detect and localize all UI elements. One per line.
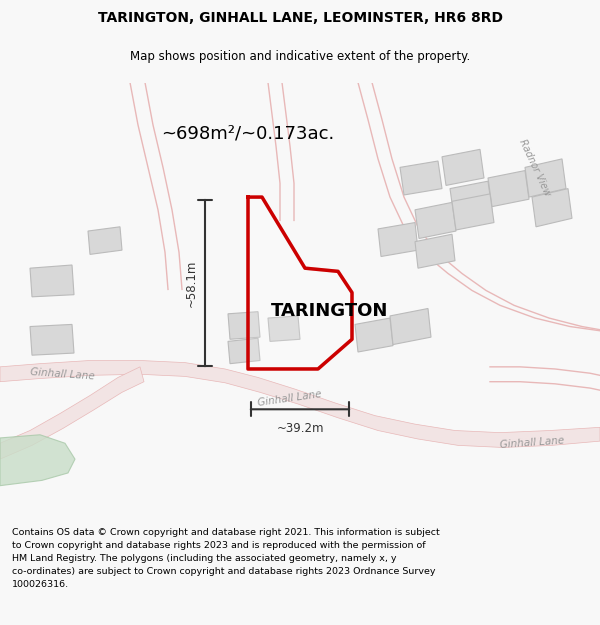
Polygon shape — [248, 197, 352, 369]
Polygon shape — [488, 171, 529, 207]
Text: TARINGTON: TARINGTON — [271, 302, 389, 319]
Polygon shape — [0, 361, 600, 448]
Polygon shape — [450, 181, 492, 218]
Polygon shape — [228, 338, 260, 364]
Text: Contains OS data © Crown copyright and database right 2021. This information is : Contains OS data © Crown copyright and d… — [12, 528, 440, 589]
Polygon shape — [268, 316, 300, 341]
Polygon shape — [0, 435, 75, 486]
Text: Ginhall Lane: Ginhall Lane — [29, 367, 95, 381]
Polygon shape — [415, 202, 456, 239]
Text: Ginhall Lane: Ginhall Lane — [499, 436, 565, 451]
Polygon shape — [228, 312, 260, 339]
Polygon shape — [30, 324, 74, 355]
Polygon shape — [442, 149, 484, 186]
Polygon shape — [30, 265, 74, 297]
Polygon shape — [415, 234, 455, 268]
Text: ~39.2m: ~39.2m — [276, 422, 324, 435]
Polygon shape — [525, 159, 566, 197]
Polygon shape — [88, 227, 122, 254]
Text: ~58.1m: ~58.1m — [185, 259, 197, 307]
Text: Radnor View: Radnor View — [517, 138, 553, 198]
Polygon shape — [0, 367, 144, 459]
Polygon shape — [532, 189, 572, 227]
Polygon shape — [355, 318, 393, 352]
Polygon shape — [452, 194, 494, 230]
Polygon shape — [390, 309, 431, 344]
Text: TARINGTON, GINHALL LANE, LEOMINSTER, HR6 8RD: TARINGTON, GINHALL LANE, LEOMINSTER, HR6… — [97, 11, 503, 25]
Text: Ginhall Lane: Ginhall Lane — [257, 389, 323, 408]
Text: ~698m²/~0.173ac.: ~698m²/~0.173ac. — [161, 124, 335, 142]
Polygon shape — [378, 222, 418, 256]
Polygon shape — [400, 161, 442, 195]
Text: Map shows position and indicative extent of the property.: Map shows position and indicative extent… — [130, 49, 470, 62]
